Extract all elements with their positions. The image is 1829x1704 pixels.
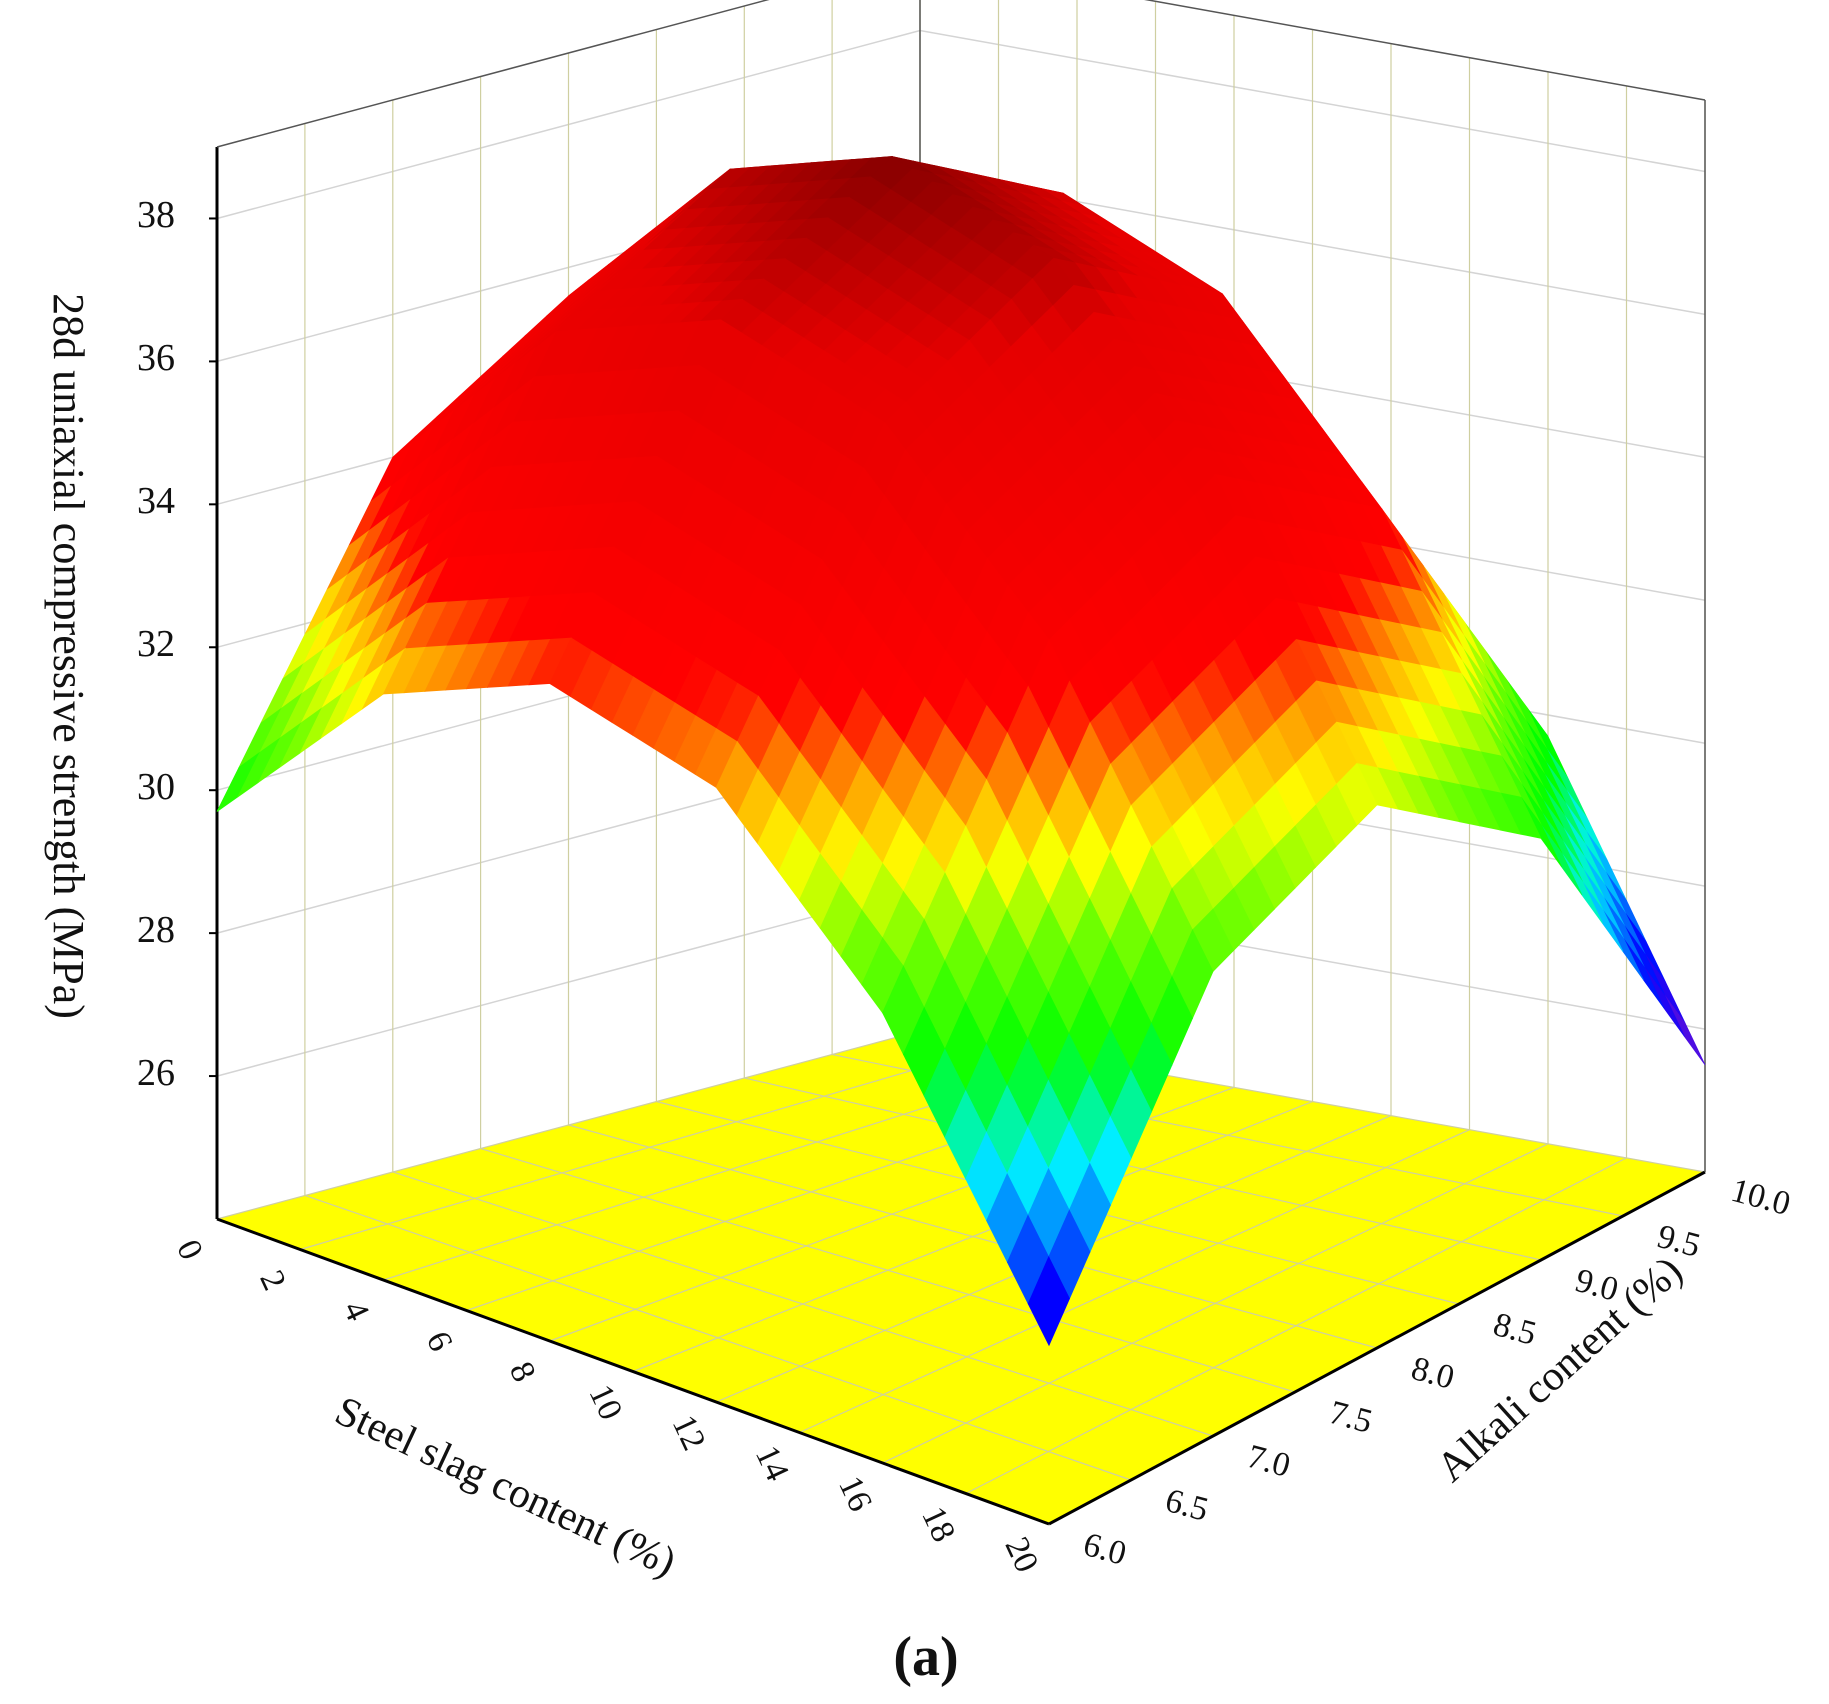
y-tick-label: 7.5	[1325, 1394, 1376, 1441]
box-edge	[1144, 0, 1706, 101]
surface	[216, 155, 1706, 1347]
y-tick-label: 7.0	[1243, 1438, 1294, 1485]
z-tick-label: 30	[137, 766, 175, 808]
z-tick-label: 32	[137, 623, 175, 665]
x-tick-label: 10	[581, 1379, 629, 1425]
axis-line	[216, 1217, 1050, 1526]
x-axis-title: Steel slag content (%)	[328, 1388, 683, 1586]
x-tick-label: 6	[419, 1326, 460, 1357]
z-tick-label: 26	[137, 1052, 175, 1094]
y-tick-label: 6.0	[1079, 1526, 1130, 1573]
x-tick-label: 8	[502, 1356, 543, 1387]
caption: (a)	[893, 1626, 958, 1688]
x-tick-label: 12	[665, 1410, 713, 1456]
z-tick-label: 38	[137, 194, 175, 236]
box-edge	[216, 0, 770, 148]
y-tick-label: 6.5	[1161, 1482, 1212, 1529]
axis-line	[1048, 1170, 1706, 1526]
x-tick-label: 18	[914, 1501, 962, 1547]
surface-patch	[1027, 1256, 1070, 1347]
z-tick-label: 28	[137, 909, 175, 951]
y-tick-label: 8.5	[1489, 1306, 1540, 1353]
grid-line	[304, 123, 1132, 1481]
z-tick-label: 34	[137, 480, 175, 522]
z-tick-label: 36	[137, 337, 175, 379]
x-tick-label: 0	[169, 1234, 210, 1265]
x-tick-label: 16	[831, 1471, 879, 1517]
x-tick-label: 2	[252, 1265, 293, 1296]
y-tick-label: 10.0	[1727, 1172, 1794, 1223]
y-tick-label: 8.0	[1407, 1350, 1458, 1397]
x-tick-label: 14	[748, 1440, 796, 1486]
x-tick-label: 4	[335, 1295, 376, 1326]
floor	[217, 1031, 1705, 1524]
z-axis-title: 28d uniaxial compressive strength (MPa)	[44, 293, 93, 1019]
x-tick-label: 20	[997, 1532, 1045, 1578]
